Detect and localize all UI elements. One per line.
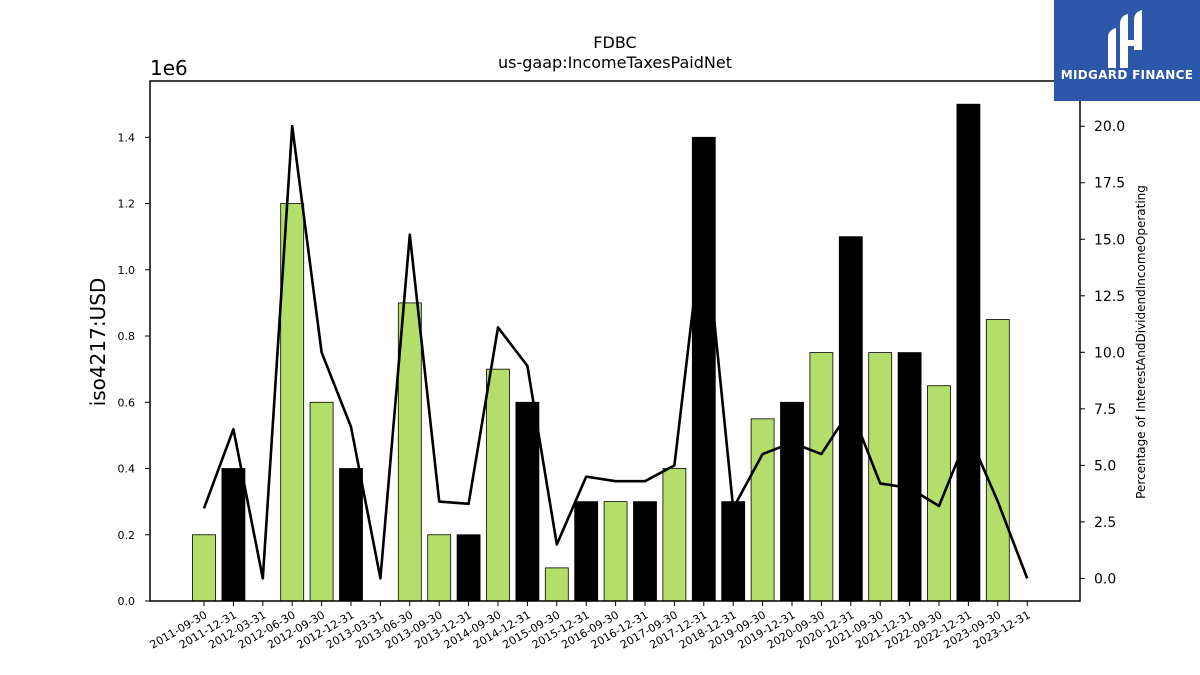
line-group bbox=[202, 124, 1029, 580]
bar bbox=[633, 501, 657, 602]
y-axis-label-right: Percentage of InterestAndDividendIncomeO… bbox=[1134, 185, 1148, 499]
y-right-tick-label: 5.0 bbox=[1094, 458, 1116, 474]
bar bbox=[192, 534, 216, 602]
series-line bbox=[202, 124, 1029, 580]
y-right-tick-label: 2.5 bbox=[1094, 515, 1116, 531]
y-tick-label: 1.0 bbox=[118, 264, 136, 277]
y-tick-label: 0.0 bbox=[118, 595, 136, 608]
bar bbox=[927, 385, 951, 602]
y-tick-label: 0.8 bbox=[118, 330, 136, 343]
bar-group bbox=[192, 103, 1010, 602]
logo-text: MIDGARD FINANCE bbox=[1060, 68, 1194, 82]
bar bbox=[662, 468, 687, 602]
bar bbox=[456, 534, 481, 602]
logo: MIDGARD FINANCE bbox=[1054, 0, 1200, 101]
bar bbox=[221, 468, 246, 602]
y-tick-label: 0.6 bbox=[118, 396, 136, 409]
y-tick-label: 0.2 bbox=[118, 529, 136, 542]
bar bbox=[750, 418, 775, 602]
y-tick-label: 1.4 bbox=[118, 131, 136, 144]
logo-mark-icon bbox=[1108, 10, 1142, 68]
bar bbox=[544, 567, 569, 602]
y-tick-label: 1.2 bbox=[118, 198, 136, 211]
y-right-tick-label: 20.0 bbox=[1094, 119, 1125, 135]
bar bbox=[397, 302, 422, 602]
y-right-tick-label: 7.5 bbox=[1094, 402, 1116, 418]
bar bbox=[721, 501, 746, 602]
y-right-tick-label: 0.0 bbox=[1094, 571, 1116, 587]
bar bbox=[809, 352, 834, 602]
y-tick-label: 0.4 bbox=[118, 463, 136, 476]
bar bbox=[574, 501, 599, 602]
bar bbox=[603, 501, 628, 602]
y-right-tick-label: 10.0 bbox=[1094, 345, 1125, 361]
y-right-tick-label: 17.5 bbox=[1094, 176, 1125, 192]
bar bbox=[868, 352, 893, 602]
bar bbox=[897, 352, 922, 602]
bar bbox=[515, 401, 540, 602]
chart-subtitle: us-gaap:IncomeTaxesPaidNet bbox=[498, 53, 732, 72]
bar bbox=[780, 401, 804, 602]
bar bbox=[339, 468, 363, 602]
bar bbox=[427, 534, 452, 602]
bar bbox=[691, 136, 716, 602]
y-right-tick-label: 15.0 bbox=[1094, 232, 1125, 248]
chart-title: FDBC bbox=[593, 33, 636, 52]
axes: 0.0 0.2 0.4 0.6 0.8 1.0 1.2 1.4 0.0 2.5 5.0 7.5 10.0… bbox=[118, 80, 1125, 652]
bar bbox=[486, 368, 510, 602]
y-offset-label: 1e6 bbox=[150, 56, 188, 80]
y-axis-label: iso4217:USD bbox=[86, 278, 110, 407]
bar bbox=[309, 401, 334, 602]
y-right-tick-label: 12.5 bbox=[1094, 289, 1125, 305]
plot-frame bbox=[149, 80, 1081, 602]
bar bbox=[985, 319, 1010, 602]
bar bbox=[956, 103, 981, 602]
